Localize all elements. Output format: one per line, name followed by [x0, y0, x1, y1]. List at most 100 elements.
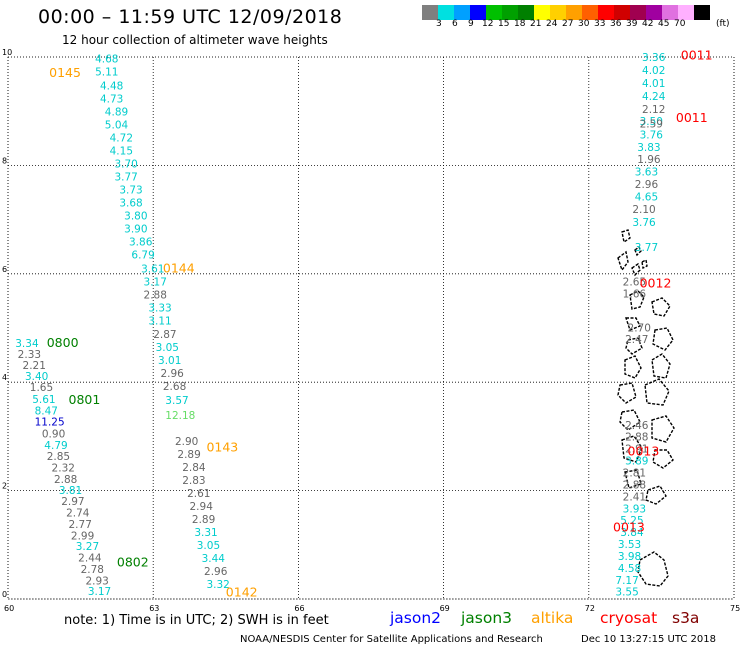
lat-tick-label: 0 [2, 590, 7, 599]
wave-height-value: 3.32 [206, 579, 229, 591]
color-scale-label: 24 [546, 19, 558, 29]
wave-height-value: 5.25 [620, 515, 643, 527]
wave-height-value: 12.18 [165, 410, 195, 422]
color-swatch [534, 5, 550, 20]
wave-height-value: 3.05 [156, 342, 179, 354]
wave-height-value: 2.68 [163, 381, 186, 393]
wave-height-value: 3.68 [119, 198, 142, 210]
wave-height-points: 4.685.114.484.734.895.044.724.153.703.77… [15, 52, 665, 599]
wave-height-value: 4.02 [642, 65, 665, 77]
wave-height-value: 3.63 [635, 167, 658, 179]
color-scale-unit: (ft) [716, 19, 730, 29]
legend-jason3: jason3 [461, 609, 513, 627]
color-scale [422, 5, 710, 20]
color-scale-label: 18 [514, 19, 526, 29]
lat-tick-label: 6 [2, 265, 7, 274]
wave-height-value: 3.31 [194, 527, 217, 539]
wave-height-value: 3.11 [148, 316, 171, 328]
wave-height-value: 2.74 [66, 508, 90, 520]
color-swatch [454, 5, 470, 20]
color-swatch [582, 5, 598, 20]
pass-label-cryosat: 0011 [681, 48, 713, 63]
lon-tick-label: 69 [440, 604, 450, 613]
wave-height-value: 2.84 [182, 462, 206, 474]
wave-height-value: 2.70 [628, 322, 651, 334]
lat-tick-label: 8 [2, 156, 7, 165]
wave-height-value: 11.25 [35, 417, 65, 429]
wave-height-value: 3.55 [615, 587, 638, 599]
color-scale-label: 9 [468, 19, 474, 29]
wave-height-value: 7.17 [615, 575, 638, 587]
wave-height-value: 3.77 [114, 172, 137, 184]
wave-height-value: 2.12 [642, 104, 665, 116]
wave-height-value: 2.41 [623, 491, 646, 503]
lat-lon-grid: 60 63 66 69 72 75 10 8 6 4 2 0 [2, 48, 740, 613]
wave-height-value: 2.46 [625, 420, 649, 432]
pass-label-cryosat: 0013 [613, 519, 645, 534]
wave-height-value: 2.96 [204, 566, 228, 578]
color-swatch [438, 5, 454, 20]
wave-height-value: 5.11 [95, 66, 118, 78]
wave-height-value: 3.80 [124, 211, 147, 223]
color-scale-label: 15 [498, 19, 510, 29]
color-scale-label: 12 [482, 19, 494, 29]
pass-label-jason3: 0800 [47, 335, 79, 350]
color-scale-label: 42 [642, 19, 654, 29]
legend-jason2: jason2 [390, 609, 442, 627]
wave-height-value: 3.40 [25, 371, 48, 383]
wave-height-value: 2.65 [623, 277, 646, 289]
wave-height-value: 2.44 [78, 553, 102, 565]
wave-height-value: 2.61 [187, 488, 210, 500]
wave-height-value: 3.44 [202, 553, 226, 565]
color-scale-label: 33 [594, 19, 606, 29]
lon-tick-label: 75 [730, 604, 740, 613]
wave-height-value: 2.89 [192, 514, 215, 526]
wave-height-value: 3.53 [618, 539, 641, 551]
wave-height-value: 4.15 [110, 146, 133, 158]
coastline-icon [617, 229, 675, 587]
lat-tick-label: 10 [2, 48, 12, 57]
wave-height-value: 3.93 [623, 503, 646, 515]
pass-label-jason3: 0802 [117, 554, 149, 569]
wave-height-value: 3.34 [15, 338, 39, 350]
color-swatch [502, 5, 518, 20]
units-note: note: 1) Time is in UTC; 2) SWH is in fe… [64, 613, 329, 628]
wave-height-value: 3.05 [197, 540, 220, 552]
wave-height-value: 4.58 [618, 563, 641, 575]
wave-height-value: 2.99 [71, 530, 94, 542]
lon-tick-label: 60 [4, 604, 14, 613]
pass-label-altika: 0145 [49, 65, 81, 80]
color-swatch [518, 5, 534, 20]
wave-height-value: 2.90 [175, 436, 198, 448]
wave-height-value: 4.73 [100, 94, 123, 106]
wave-height-value: 2.47 [625, 334, 648, 346]
wave-height-value: 2.88 [144, 290, 167, 302]
pass-label-jason3: 0801 [69, 392, 101, 407]
lat-tick-label: 2 [2, 482, 7, 491]
color-swatch [470, 5, 486, 20]
legend-s3a: s3a [672, 609, 700, 627]
wave-height-value: 0.90 [42, 428, 65, 440]
color-scale-label: 27 [562, 19, 574, 29]
wave-height-value: 3.73 [119, 185, 142, 197]
wave-height-value: 3.01 [158, 355, 181, 367]
wave-height-value: 3.61 [141, 264, 164, 276]
wave-height-value: 2.33 [18, 349, 41, 361]
wave-height-value: 4.01 [642, 78, 665, 90]
wave-height-value: 2.96 [160, 368, 184, 380]
wave-height-value: 2.85 [47, 451, 70, 463]
wave-height-value: 2.21 [23, 360, 46, 372]
color-swatch [598, 5, 614, 20]
color-scale-label: 45 [658, 19, 670, 29]
wave-height-value: 5.04 [105, 120, 129, 132]
pass-labels: 0145 0144 0143 0142 0800 0801 0802 0011 0011 0012… [47, 48, 713, 600]
wave-height-value: 4.65 [635, 192, 658, 204]
color-scale-label: 70 [674, 19, 686, 29]
wave-height-value: 3.83 [637, 142, 660, 154]
wave-height-value: 2.10 [632, 204, 655, 216]
wave-height-value: 2.94 [190, 501, 214, 513]
wave-height-value: 1.96 [637, 154, 661, 166]
wave-height-value: 3.27 [76, 541, 99, 553]
wave-height-value: 3.36 [642, 52, 666, 64]
wave-height-value: 2.89 [177, 449, 200, 461]
